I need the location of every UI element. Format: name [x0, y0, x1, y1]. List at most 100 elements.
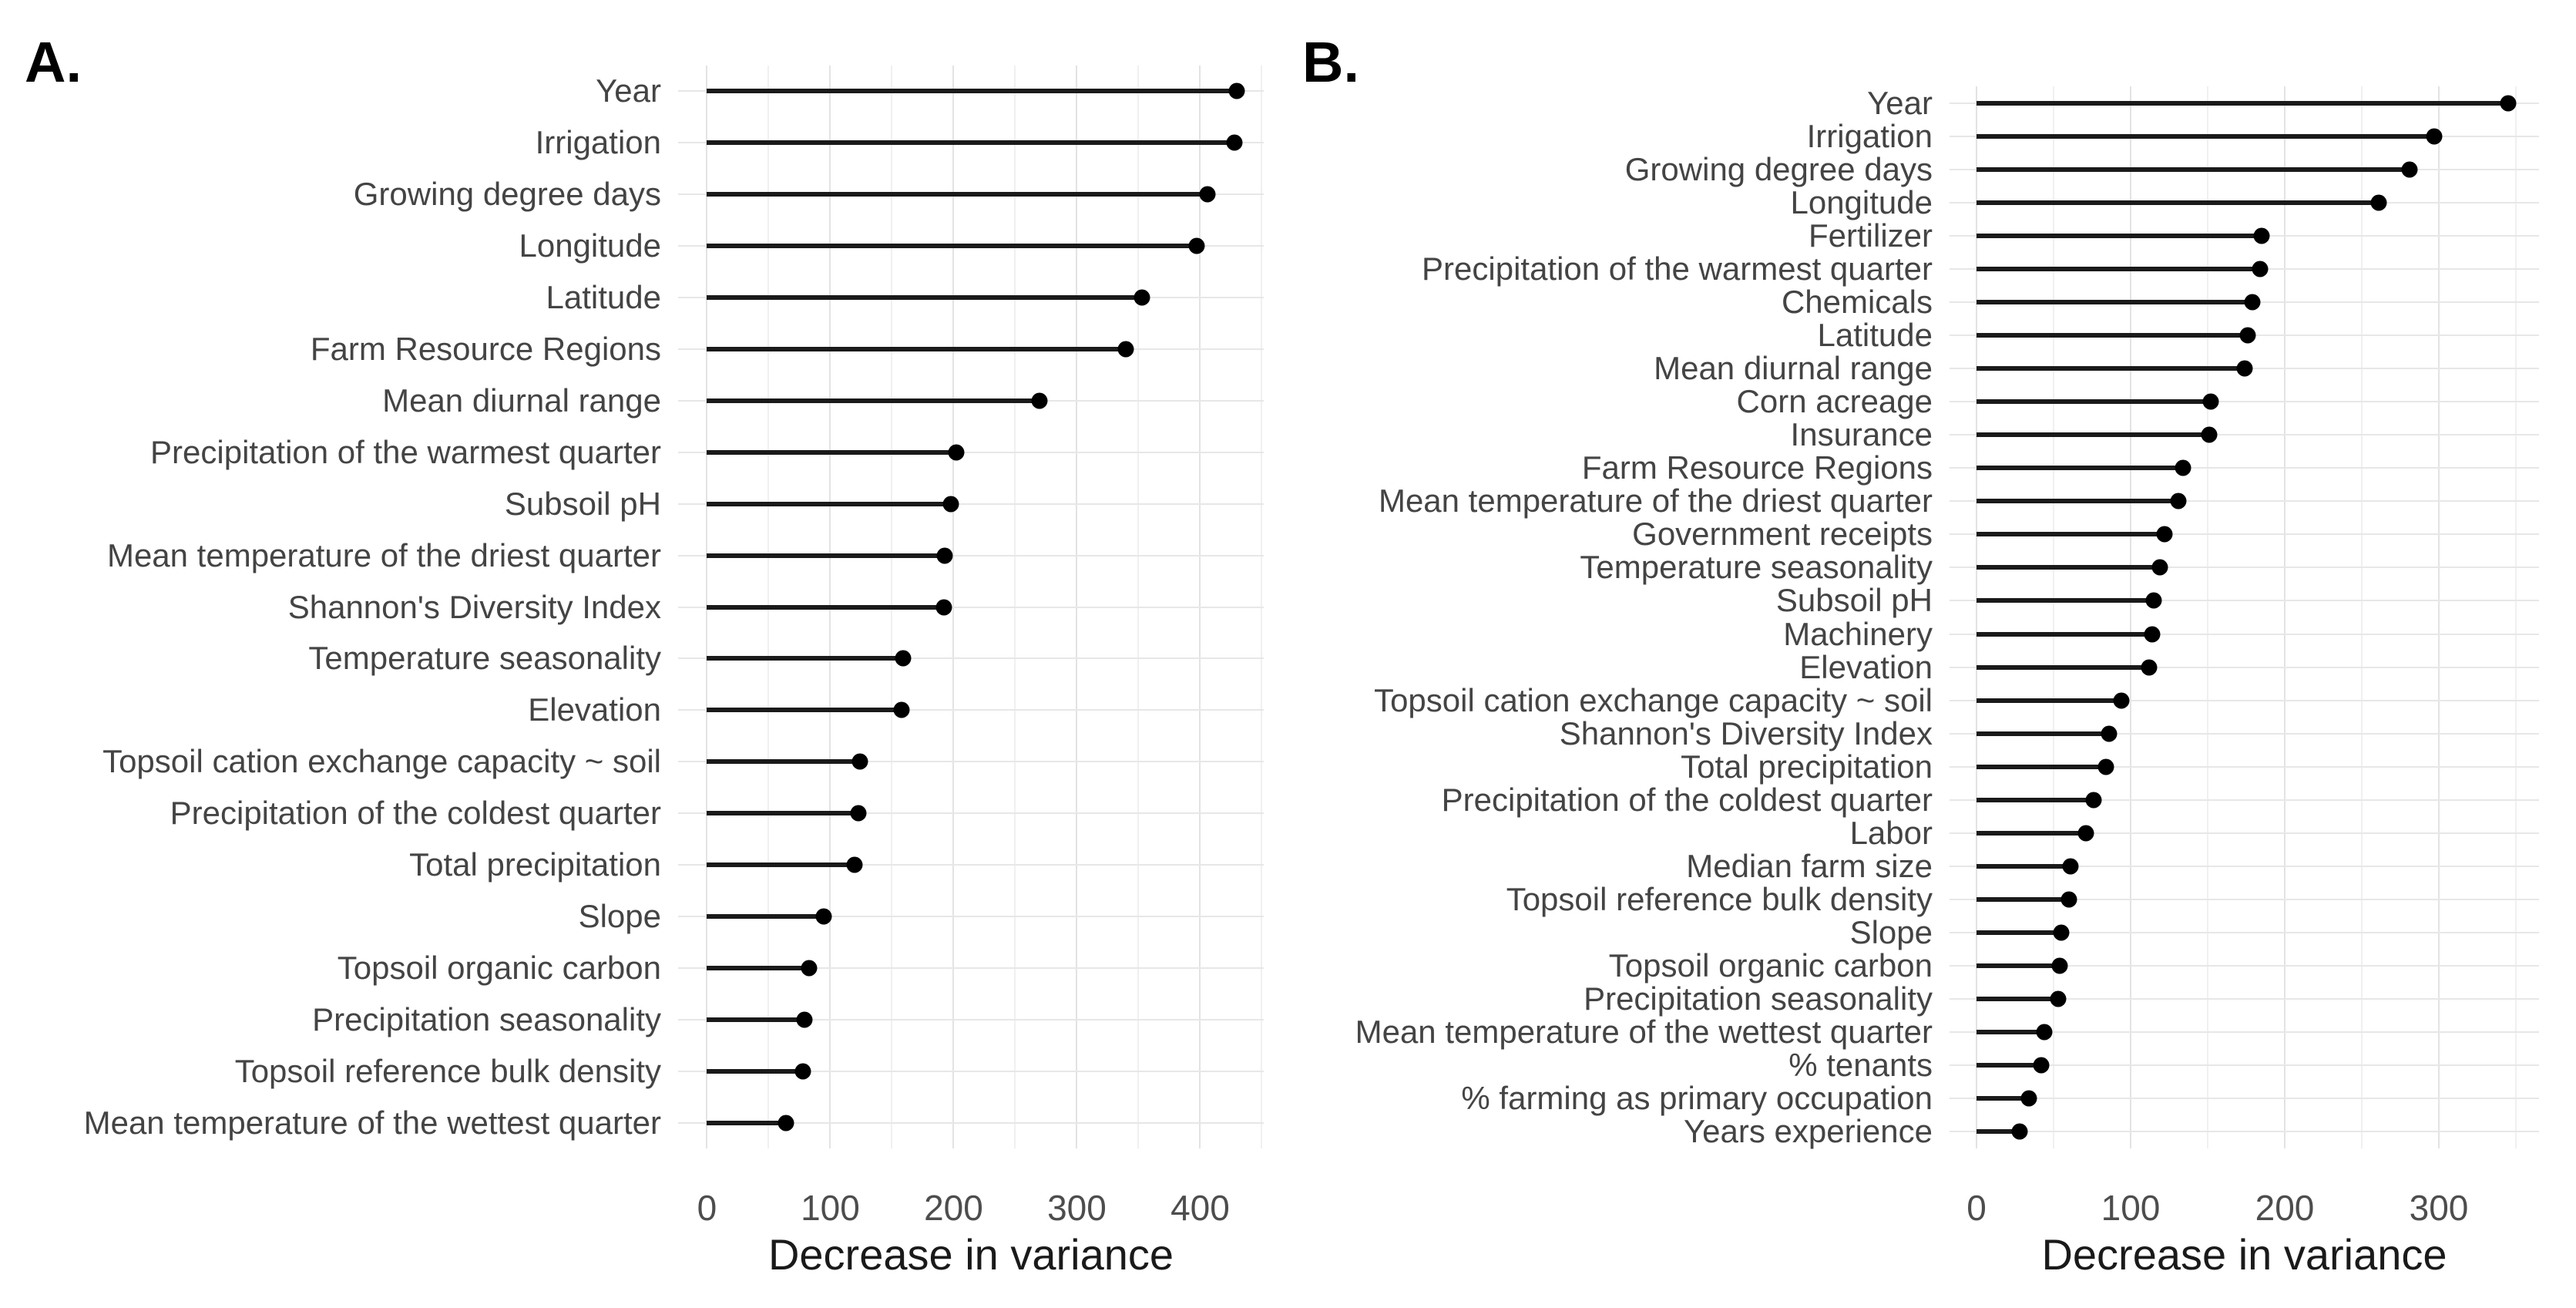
category-label: Elevation [1799, 648, 1933, 685]
lollipop-row: Latitude [0, 272, 1264, 324]
lollipop-row: Precipitation of the warmest quarter [1288, 252, 2539, 285]
row-plot-area [678, 684, 1264, 736]
lollipop-stem [707, 89, 1238, 94]
row-plot-area [678, 169, 1264, 220]
category-label: Latitude [1817, 316, 1933, 353]
category-label: Year [1867, 84, 1933, 121]
row-plot-area [1950, 883, 2539, 916]
category-label: Topsoil organic carbon [1608, 947, 1933, 984]
row-plot-area [1950, 950, 2539, 983]
lollipop-stem [1977, 1030, 2044, 1035]
row-plot-area [1950, 750, 2539, 783]
data-point-dot [2426, 128, 2443, 145]
row-plot-area [1950, 1049, 2539, 1082]
lollipop-stem [1977, 598, 2154, 604]
category-label: Subsoil pH [1775, 582, 1933, 619]
x-tick-label: 400 [1170, 1188, 1230, 1228]
row-plot-area [1950, 717, 2539, 750]
row-plot-area [678, 788, 1264, 839]
row-gridline [1950, 401, 2539, 403]
lollipop-row: Farm Resource Regions [1288, 452, 2539, 485]
x-tick-label: 100 [2101, 1188, 2161, 1228]
lollipop-stem [707, 759, 860, 765]
row-gridline [1950, 765, 2539, 768]
category-label: Precipitation seasonality [312, 1000, 661, 1037]
row-plot-area [1950, 153, 2539, 186]
row-gridline [678, 1018, 1264, 1021]
data-point-dot [846, 856, 863, 873]
data-point-dot [893, 701, 910, 718]
row-gridline [1950, 1098, 2539, 1100]
lollipop-stem [1977, 133, 2434, 139]
row-plot-area [1950, 419, 2539, 452]
x-tick-label: 0 [697, 1188, 717, 1228]
lollipop-stem [1977, 963, 2060, 969]
category-label: Slope [1849, 914, 1933, 951]
lollipop-stem [707, 244, 1197, 249]
row-gridline [678, 554, 1264, 556]
data-point-dot [2141, 659, 2158, 676]
row-plot-area [1950, 684, 2539, 717]
lollipop-stem [1977, 731, 2109, 736]
row-plot-area [1950, 119, 2539, 153]
lollipop-row: Insurance [1288, 419, 2539, 452]
panel-a-tag: A. [25, 30, 82, 94]
row-plot-area [678, 66, 1264, 117]
lollipop-row: Precipitation of the coldest quarter [1288, 783, 2539, 816]
lollipop-row: Mean temperature of the wettest quarter [1288, 1016, 2539, 1049]
lollipop-stem [707, 913, 825, 919]
lollipop-row: Irrigation [1288, 119, 2539, 153]
lollipop-stem [1977, 997, 2058, 1002]
lollipop-row: Slope [1288, 916, 2539, 950]
category-label: Corn acreage [1736, 383, 1933, 420]
category-label: Slope [578, 897, 661, 934]
lollipop-stem [1977, 698, 2121, 703]
major-gridline [2284, 86, 2285, 1148]
lollipop-row: Irrigation [0, 117, 1264, 169]
lollipop-row: Fertilizer [1288, 219, 2539, 252]
lollipop-stem [1977, 299, 2252, 304]
category-label: Longitude [1790, 183, 1933, 220]
lollipop-row: Government receipts [1288, 518, 2539, 551]
row-plot-area [1950, 651, 2539, 684]
category-label: Year [596, 72, 661, 109]
row-gridline [678, 709, 1264, 711]
lollipop-stem [707, 1120, 786, 1125]
row-gridline [678, 1070, 1264, 1072]
row-gridline [1950, 799, 2539, 801]
lollipop-stem [1977, 1096, 2029, 1101]
lollipop-stem [1977, 1129, 2020, 1135]
row-plot-area [1950, 186, 2539, 219]
data-point-dot [2051, 957, 2068, 974]
panel-a: A. Year Irrigation Growing degree days Long… [0, 30, 1264, 1278]
data-point-dot [2202, 393, 2219, 410]
row-plot-area [678, 581, 1264, 633]
row-gridline [1950, 633, 2539, 635]
lollipop-row: Precipitation seasonality [1288, 983, 2539, 1016]
data-point-dot [2145, 592, 2162, 609]
category-label: % tenants [1788, 1047, 1933, 1084]
row-gridline [1950, 600, 2539, 602]
category-label: Temperature seasonality [308, 640, 661, 677]
row-gridline [1950, 666, 2539, 668]
category-label: Subsoil pH [504, 485, 661, 522]
minor-gridline [2053, 86, 2054, 1148]
lollipop-stem [707, 346, 1127, 351]
data-point-dot [2060, 891, 2077, 908]
data-point-dot [1226, 134, 1243, 151]
lollipop-stem [707, 295, 1143, 301]
lollipop-row: Topsoil reference bulk density [0, 1045, 1264, 1097]
lollipop-row: Longitude [0, 220, 1264, 272]
category-label: Mean temperature of the driest quarter [1378, 483, 1933, 520]
row-gridline [1950, 865, 2539, 867]
lollipop-stem [1977, 100, 2508, 106]
category-label: Longitude [519, 227, 661, 264]
row-plot-area [1950, 617, 2539, 651]
data-point-dot [936, 547, 953, 564]
row-plot-area [678, 942, 1264, 994]
lollipop-stem [1977, 930, 2061, 936]
row-plot-area [1950, 518, 2539, 551]
lollipop-row: Farm Resource Regions [0, 324, 1264, 375]
lollipop-stem [1977, 1063, 2041, 1068]
row-plot-area [1950, 983, 2539, 1016]
